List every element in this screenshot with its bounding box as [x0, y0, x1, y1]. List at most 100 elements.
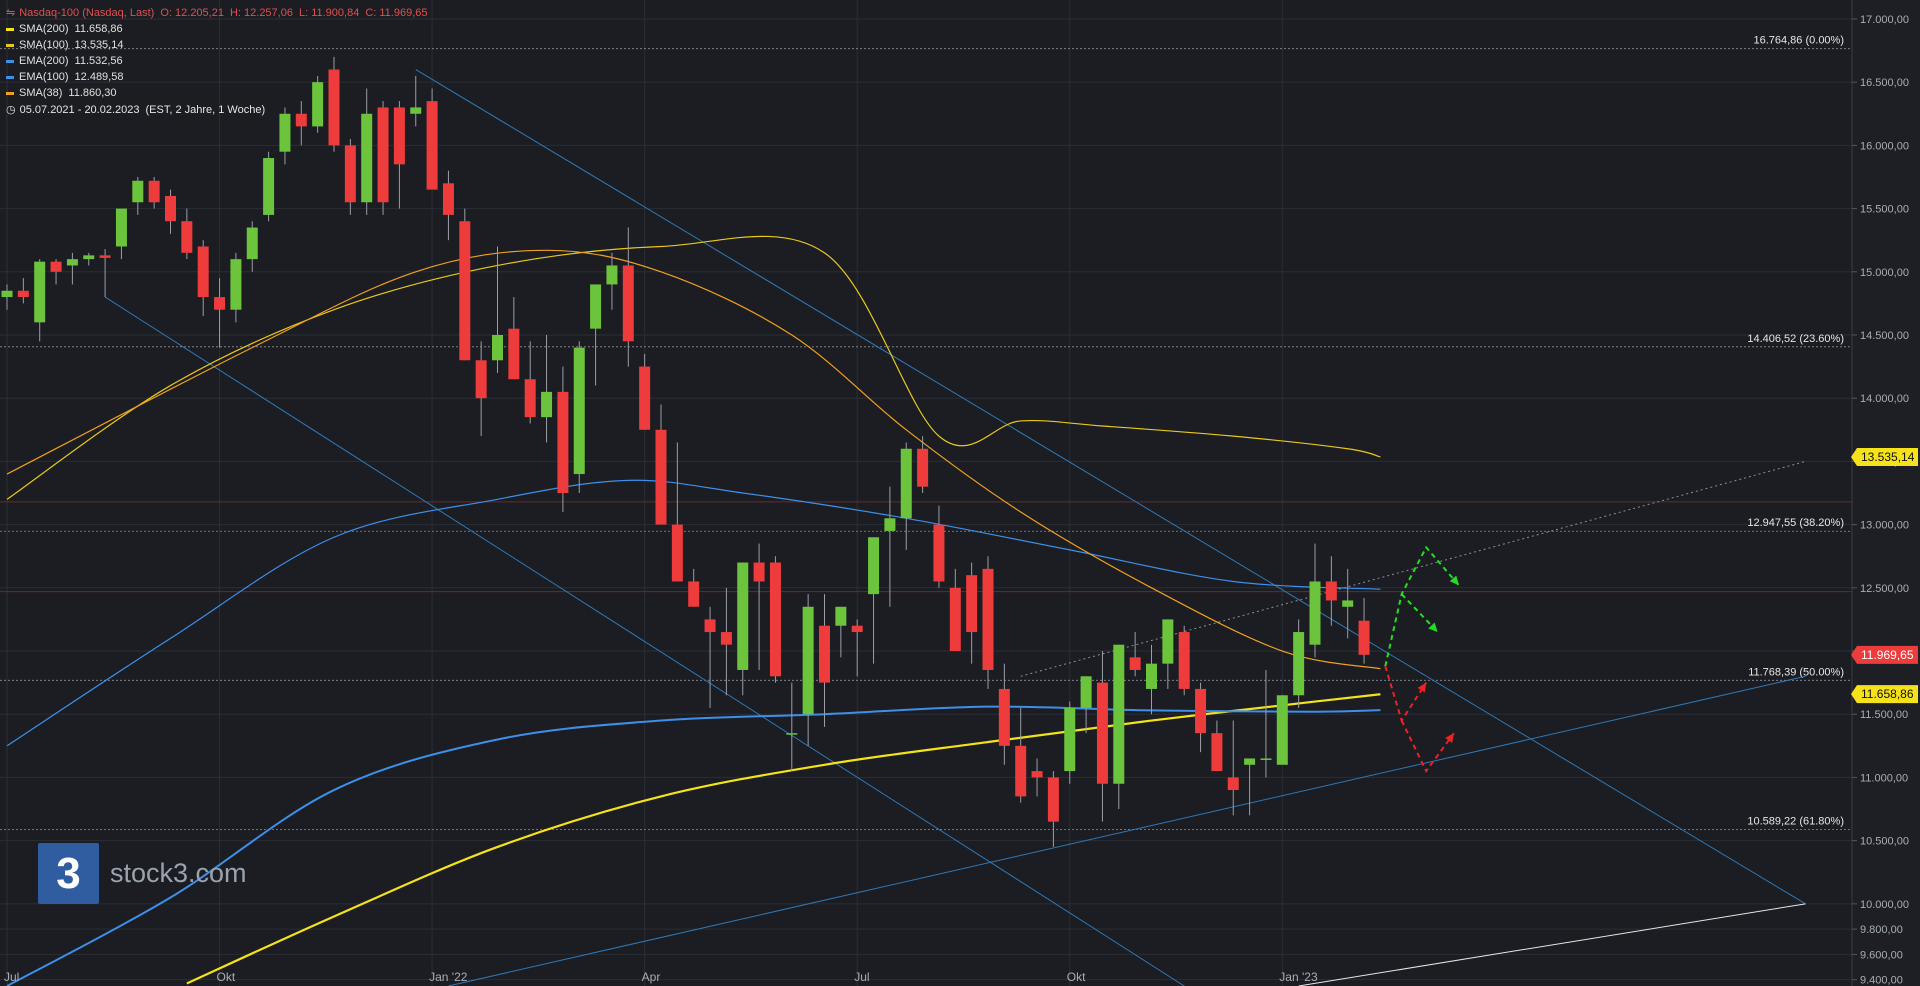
trendline: [415, 69, 1806, 905]
candle-body: [900, 448, 912, 519]
candle: [165, 189, 176, 234]
candle: [753, 543, 765, 670]
candle: [1227, 720, 1239, 816]
price-tag-label: 11.969,65: [1861, 648, 1914, 662]
candle-body: [802, 606, 814, 715]
candle-body: [1064, 707, 1076, 772]
candle-body: [622, 265, 634, 342]
candle-body: [688, 581, 700, 607]
candle-body: [1325, 581, 1337, 601]
candle-body: [214, 297, 226, 310]
y-tick-label: 11.000,00: [1860, 772, 1908, 784]
candle-body: [819, 625, 830, 683]
candle-body: [639, 366, 651, 430]
candle-body: [165, 195, 176, 222]
fib-label: 14.406,52 (23.60%): [1747, 333, 1844, 345]
instrument-header: ⇋ Nasdaq-100 (Nasdaq, Last) O: 12.205,21…: [6, 5, 428, 21]
trendline: [1020, 460, 1806, 677]
candle-body: [949, 587, 961, 652]
trendlines: [104, 69, 1806, 986]
candle: [949, 568, 961, 652]
candle: [704, 606, 716, 708]
candle-body: [295, 113, 307, 127]
y-tick-label: 13.000,00: [1860, 520, 1909, 532]
candle-body: [884, 518, 896, 531]
legend-label: EMA(100): [19, 71, 69, 83]
ma-line: [6, 235, 1381, 500]
candle: [606, 252, 618, 310]
candle-body: [1162, 619, 1174, 664]
legend-swatch: [6, 75, 14, 79]
date-range-text: 05.07.2021 - 20.02.2023: [19, 104, 140, 116]
y-axis-bg: [1852, 0, 1920, 986]
candle-body: [671, 524, 683, 582]
candle-body: [769, 562, 781, 677]
candle: [459, 208, 471, 361]
candle-body: [1178, 632, 1190, 689]
legend-swatch: [6, 91, 14, 95]
candle-body: [1047, 777, 1059, 822]
candle-body: [263, 158, 275, 215]
fib-label: 12.947,55 (38.20%): [1747, 517, 1844, 529]
candle-body: [557, 391, 569, 493]
candle: [148, 176, 160, 209]
candle-body: [1293, 632, 1305, 696]
candle-body: [590, 284, 602, 329]
candle: [1211, 720, 1223, 772]
candle: [1047, 771, 1059, 847]
candle: [1064, 701, 1076, 784]
candle: [1031, 758, 1043, 797]
price-tag-bg: [1851, 447, 1918, 466]
price-tag: 13.535,14: [1851, 447, 1918, 466]
candle-body: [1227, 777, 1239, 791]
candle-body: [655, 429, 667, 525]
candle-body: [1276, 695, 1288, 765]
y-tick-label: 9.800,00: [1860, 924, 1903, 936]
candle: [982, 556, 994, 689]
candle: [590, 284, 602, 386]
legend-item: EMA(100) 12.489,58: [6, 69, 428, 85]
legend-item: SMA(38) 11.860,30: [6, 85, 428, 101]
y-tick-label: 16.000,00: [1860, 140, 1909, 152]
candle-body: [66, 259, 78, 266]
candle: [214, 278, 226, 348]
legend-value: 11.658,86: [74, 23, 123, 35]
candle: [17, 278, 29, 304]
candle: [410, 75, 422, 127]
stock3-logo: 3 stock3.com: [38, 843, 247, 904]
x-tick-label: Jul: [854, 970, 869, 984]
candle-body: [541, 391, 553, 418]
candle: [573, 341, 585, 493]
candle: [312, 75, 324, 133]
price-tag-label: 13.535,14: [1861, 450, 1915, 464]
fib-label: 16.764,86 (0.00%): [1753, 35, 1844, 47]
candle: [361, 88, 373, 215]
candle-body: [344, 145, 356, 203]
candle: [622, 227, 634, 367]
candle-body: [1113, 644, 1125, 784]
projection-arrows: [1384, 545, 1460, 774]
candle-body: [720, 632, 732, 645]
candle-body: [492, 334, 503, 361]
candle: [819, 594, 830, 727]
candle-body: [361, 113, 373, 203]
candle-body: [197, 246, 209, 298]
candle-body: [34, 261, 46, 323]
trendline: [1298, 903, 1806, 986]
candle: [426, 88, 438, 190]
x-tick-label: Jan '22: [429, 970, 468, 984]
moving-averages: [6, 235, 1381, 986]
fib-label: 10.589,22 (61.80%): [1747, 815, 1844, 827]
candle-body: [1080, 676, 1092, 708]
candle-body: [835, 606, 847, 626]
price-tag: 11.969,65: [1851, 645, 1918, 664]
candle-body: [50, 261, 62, 272]
y-tick-label: 15.500,00: [1860, 204, 1909, 216]
legend-value: 13.535,14: [74, 39, 124, 51]
projection-arrow: [1384, 545, 1460, 667]
candle-body: [982, 568, 994, 670]
candle-body: [1211, 733, 1223, 772]
candle-body: [426, 101, 438, 190]
candle: [132, 176, 144, 215]
